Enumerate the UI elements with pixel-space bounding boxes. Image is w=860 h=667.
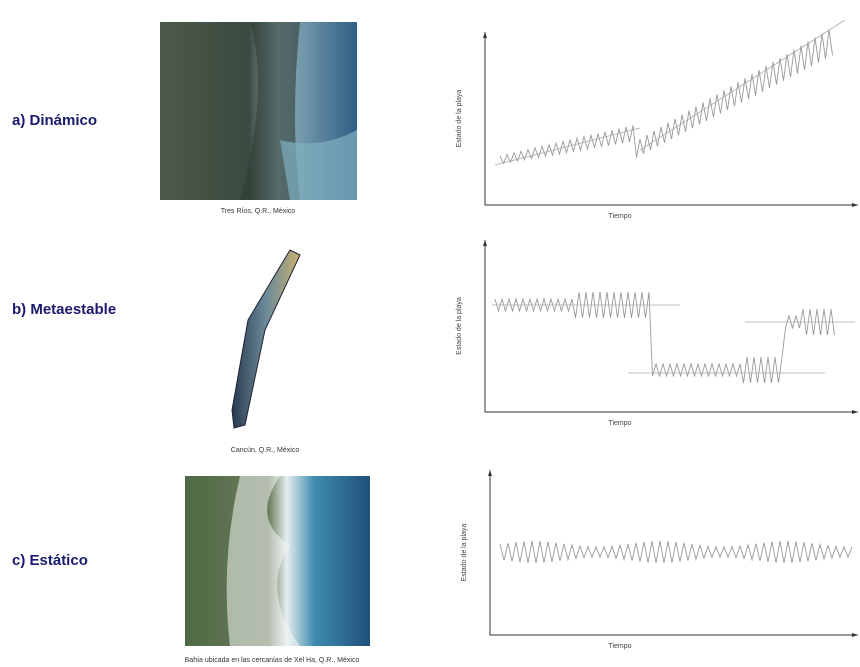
y-axis-label: Estado de la playa bbox=[456, 90, 463, 148]
image-caption: Tres Ríos, Q.R., México bbox=[221, 208, 296, 215]
axis-arrow bbox=[852, 203, 858, 207]
image-caption: Cancún, Q.R., México bbox=[231, 447, 300, 454]
row-label: b) Metaestable bbox=[12, 301, 116, 318]
y-axis-label: Estado de la playa bbox=[461, 524, 468, 582]
satellite-image bbox=[231, 249, 301, 429]
axis-arrow bbox=[483, 240, 487, 246]
signal bbox=[494, 291, 835, 384]
row-label: a) Dinámico bbox=[12, 112, 97, 129]
axis-arrow bbox=[852, 410, 858, 414]
axis-arrow bbox=[483, 32, 487, 38]
axis bbox=[489, 470, 858, 636]
row-label: c) Estático bbox=[12, 552, 88, 569]
signal bbox=[499, 540, 853, 564]
signal bbox=[499, 29, 833, 165]
trend bbox=[492, 304, 855, 374]
image-detail bbox=[280, 130, 357, 200]
x-axis-label: Tiempo bbox=[608, 643, 631, 650]
image-caption: Bahía ubicada en las cercanías de Xel Ha… bbox=[185, 657, 360, 664]
image-detail bbox=[226, 476, 300, 646]
axis bbox=[484, 240, 858, 413]
x-axis-label: Tiempo bbox=[608, 213, 631, 220]
charts: Estado de la playa Tiempo Estado de la pla… bbox=[456, 19, 858, 650]
axis-arrow bbox=[488, 470, 492, 476]
axis-arrow bbox=[852, 633, 858, 637]
axis bbox=[484, 32, 858, 206]
y-axis-label: Estado de la playa bbox=[456, 297, 463, 355]
x-axis-label: Tiempo bbox=[608, 420, 631, 427]
trend bbox=[494, 19, 846, 166]
